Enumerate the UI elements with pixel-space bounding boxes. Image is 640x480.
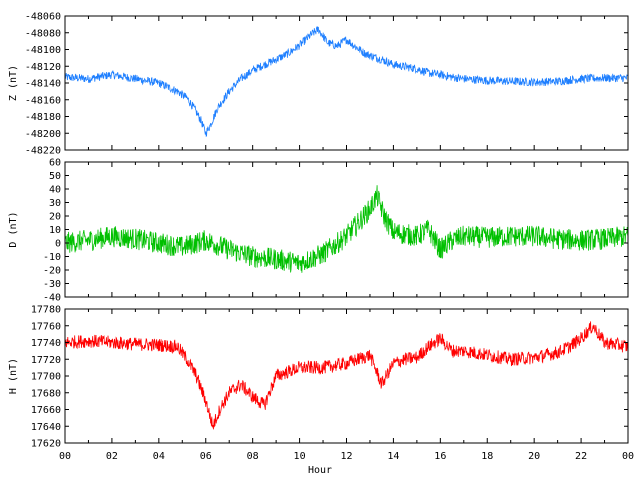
x-tick-label: 02 [106, 451, 118, 462]
x-tick-label: 08 [247, 451, 259, 462]
y-tick-label-d: -10 [43, 252, 61, 263]
plot-frame-h [64, 308, 629, 444]
y-tick-label-z: -48120 [25, 62, 61, 73]
series-line-d [64, 185, 629, 273]
y-tick-label-d: 10 [49, 225, 61, 236]
x-tick-label: 00 [59, 451, 71, 462]
y-tick-label-z: -48220 [25, 146, 61, 157]
y-tick-label-d: 50 [49, 171, 61, 182]
y-tick-label-d: 0 [55, 239, 61, 250]
x-tick-label: 14 [387, 451, 399, 462]
y-tick-label-d: -40 [43, 293, 61, 304]
y-tick-label-h: 17740 [31, 338, 61, 349]
y-tick-label-z: -48080 [25, 28, 61, 39]
y-tick-label-d: 40 [49, 185, 61, 196]
y-axis-label-d: D (nT) [8, 211, 19, 247]
panel-z: -48060 -48080 -48100 -48120 -48140 -48160 -481… [8, 12, 629, 157]
y-tick-label-d: 20 [49, 212, 61, 223]
y-tick-label-z: -48180 [25, 112, 61, 123]
series-line-z [64, 26, 628, 138]
y-tick-label-d: 60 [49, 158, 61, 169]
y-tick-label-d: -20 [43, 266, 61, 277]
x-tick-label: 20 [528, 451, 540, 462]
x-axis-tick-labels: 00 02 04 06 08 10 12 14 16 18 20 22 00 [59, 451, 634, 462]
y-tick-label-z: -48060 [25, 12, 61, 23]
y-tick-label-z: -48100 [25, 45, 61, 56]
x-tick-label: 04 [153, 451, 165, 462]
x-tick-label: 12 [340, 451, 352, 462]
x-tick-label: 22 [575, 451, 587, 462]
y-tick-label-h: 17640 [31, 422, 61, 433]
y-tick-label-h: 17760 [31, 321, 61, 332]
y-tick-label-h: 17720 [31, 355, 61, 366]
series-line-h [64, 321, 629, 430]
x-tick-label: 06 [200, 451, 212, 462]
y-tick-label-h: 17780 [31, 305, 61, 316]
y-tick-label-h: 17660 [31, 405, 61, 416]
x-tick-label: 10 [294, 451, 306, 462]
panel-h: 17780 17760 17740 17720 17700 17680 17660 17640… [8, 305, 629, 450]
x-tick-label: 16 [434, 451, 446, 462]
x-tick-label: 18 [481, 451, 493, 462]
y-tick-label-d: -30 [43, 279, 61, 290]
y-tick-label-z: -48140 [25, 79, 61, 90]
y-tick-label-z: -48160 [25, 95, 61, 106]
y-tick-label-h: 17620 [31, 439, 61, 450]
y-tick-label-h: 17700 [31, 372, 61, 383]
x-axis-label: Hour [308, 465, 332, 476]
panel-d: 60 50 40 30 20 10 0 -10 -20 -30 -40 D (nT) [8, 158, 629, 304]
x-tick-label: 00 [622, 451, 634, 462]
y-tick-label-d: 30 [49, 198, 61, 209]
y-tick-label-h: 17680 [31, 388, 61, 399]
y-axis-label-h: H (nT) [8, 358, 19, 394]
y-tick-label-z: -48200 [25, 129, 61, 140]
y-axis-label-z: Z (nT) [8, 65, 19, 101]
